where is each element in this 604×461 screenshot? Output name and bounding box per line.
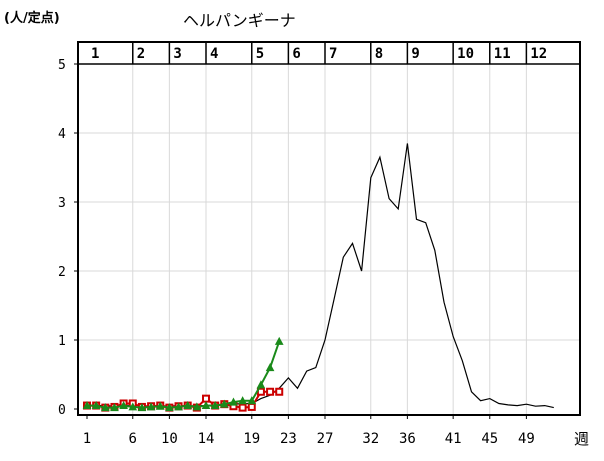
y-tick-label: 2 xyxy=(58,265,66,280)
month-label: 5 xyxy=(256,46,264,62)
y-tick-label: 1 xyxy=(58,334,66,349)
series-line xyxy=(87,341,279,407)
y-tick-label: 3 xyxy=(58,196,66,211)
x-tick-label: 36 xyxy=(399,431,416,447)
month-label: 4 xyxy=(210,46,218,62)
data-point xyxy=(203,396,209,402)
data-point xyxy=(267,364,274,371)
month-label: 12 xyxy=(530,46,547,62)
x-tick-label: 1 xyxy=(83,431,91,447)
plot-frame xyxy=(78,42,580,415)
y-tick-label: 0 xyxy=(58,403,66,418)
data-point xyxy=(249,404,255,410)
data-point xyxy=(276,389,282,395)
x-axis: 1 6 10 14 19 23 27 32 36 41 45 49 xyxy=(83,415,535,447)
y-unit-label: (人/定点) xyxy=(4,10,60,26)
grid xyxy=(78,64,580,415)
data-point xyxy=(240,405,246,411)
x-tick-label: 19 xyxy=(243,431,260,447)
x-tick-label: 45 xyxy=(481,431,498,447)
data-point xyxy=(267,389,273,395)
x-tick-label: 14 xyxy=(198,431,215,447)
x-tick-label: 6 xyxy=(129,431,137,447)
x-tick-label: 41 xyxy=(445,431,462,447)
month-label: 7 xyxy=(329,46,337,62)
x-tick-label: 32 xyxy=(362,431,379,447)
data-point xyxy=(276,338,283,345)
chart-title: ヘルパンギーナ xyxy=(183,11,296,30)
month-label: 9 xyxy=(411,46,419,62)
month-label: 10 xyxy=(457,46,474,62)
month-label: 8 xyxy=(375,46,383,62)
y-axis: 0 1 2 3 4 5 xyxy=(58,58,78,418)
month-label: 3 xyxy=(173,46,181,62)
x-tick-label: 10 xyxy=(161,431,178,447)
month-label: 2 xyxy=(137,46,145,62)
month-label: 11 xyxy=(494,46,511,62)
y-tick-label: 4 xyxy=(58,127,66,142)
x-tick-label: 27 xyxy=(317,431,334,447)
y-tick-label: 5 xyxy=(58,58,66,73)
month-header: 1 2 3 4 5 6 7 8 9 10 11 12 xyxy=(78,42,580,64)
x-axis-label: 週 xyxy=(574,430,589,448)
month-label: 6 xyxy=(292,46,300,62)
series-line xyxy=(87,143,554,407)
x-tick-label: 23 xyxy=(280,431,297,447)
series-group xyxy=(84,143,554,410)
month-label: 1 xyxy=(91,46,99,62)
x-tick-label: 49 xyxy=(518,431,535,447)
